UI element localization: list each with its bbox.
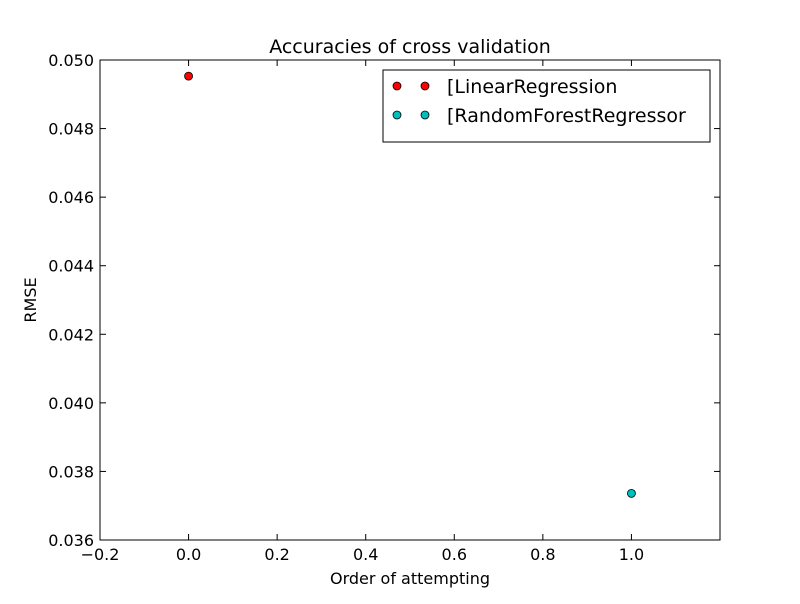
legend-box: [382, 69, 711, 143]
legend-marker: [420, 110, 430, 120]
legend-entry: [LinearRegression: [447, 76, 617, 98]
legend-marker: [392, 81, 402, 91]
y-tick-label: 0.038: [48, 462, 94, 481]
y-tick-label: 0.042: [48, 325, 94, 344]
legend-marker: [420, 81, 430, 91]
x-tick-label: 0.6: [442, 545, 467, 564]
x-tick-label: −0.2: [81, 545, 120, 564]
y-tick-label: 0.036: [48, 531, 94, 550]
x-tick-label: 0.2: [264, 545, 289, 564]
y-tick-label: 0.044: [48, 257, 94, 276]
chart-title: Accuracies of cross validation: [269, 36, 551, 58]
x-tick-label: 1.0: [619, 545, 644, 564]
x-tick-label: 0.8: [530, 545, 555, 564]
y-tick-label: 0.040: [48, 394, 94, 413]
data-point: [627, 488, 636, 498]
ticks: −0.2 0.0 0.2 0.4 0.6 0.8 1.0 0.036 0.038 0.040 0.0…: [48, 51, 720, 564]
x-tick-label: 0.4: [353, 545, 378, 564]
y-tick-label: 0.050: [48, 51, 94, 70]
plot-frame: [99, 59, 721, 541]
y-tick-label: 0.046: [48, 188, 94, 207]
legend-marker: [392, 110, 402, 120]
data-point: [184, 71, 193, 81]
x-tick-label: 0.0: [176, 545, 201, 564]
legend: [LinearRegression [RandomForestRegressor: [382, 69, 711, 143]
data-points: [184, 71, 636, 498]
y-axis-label: RMSE: [21, 277, 40, 322]
x-axis-label: Order of attempting: [330, 569, 490, 588]
legend-entry: [RandomForestRegressor: [447, 105, 686, 127]
y-tick-label: 0.048: [48, 120, 94, 139]
